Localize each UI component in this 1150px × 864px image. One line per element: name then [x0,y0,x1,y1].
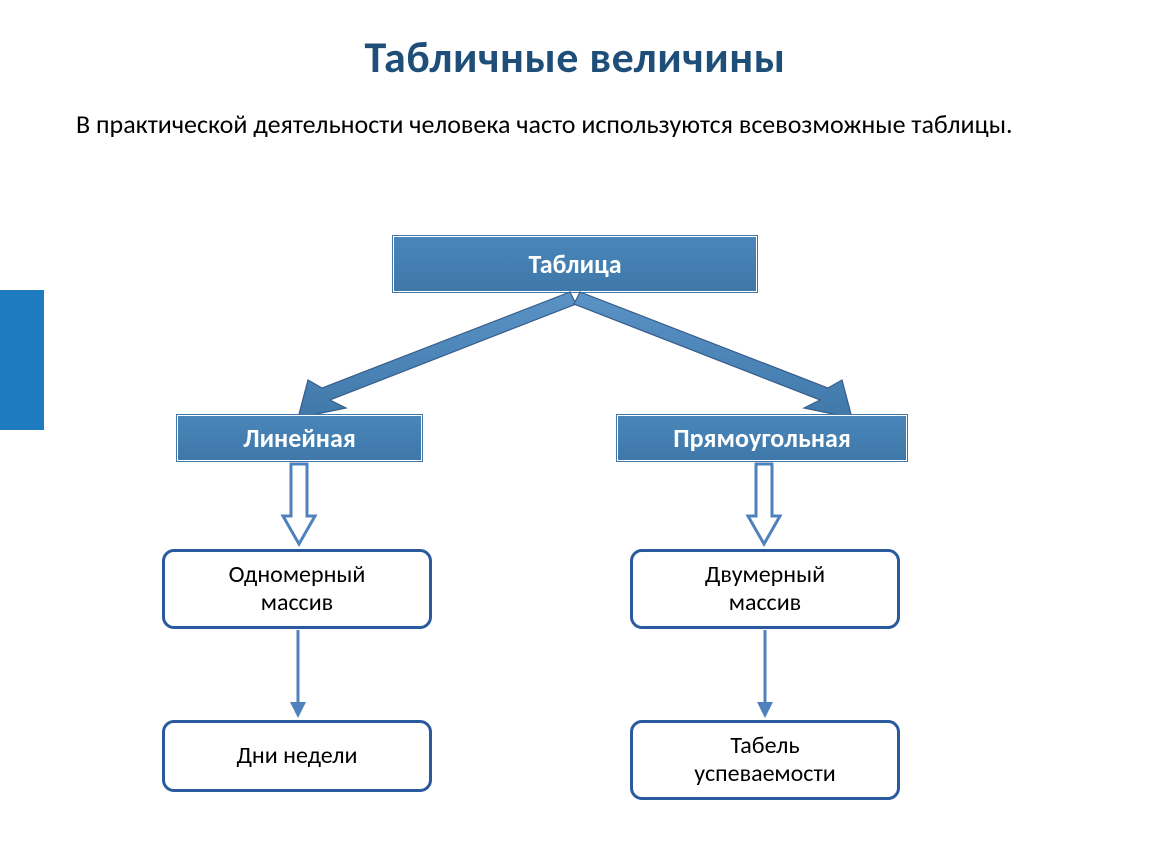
arrow-root-to-left1 [290,292,580,420]
arrow-right1-to-right2 [746,462,782,548]
arrow-root-to-right1 [570,292,860,420]
node-right2: Двумерныймассив [630,549,900,629]
node-right1-label: Прямоугольная [673,422,851,454]
node-left1-label: Линейная [243,422,356,454]
arrow-right2-to-right3 [755,630,775,720]
node-right2-label: Двумерныймассив [705,561,825,616]
node-left3: Дни недели [162,720,432,792]
node-root: Таблица [393,236,757,292]
node-right1: Прямоугольная [617,415,907,461]
arrow-left1-to-left2 [281,462,317,548]
page-title: Табличные величины [0,0,1150,84]
arrow-left2-to-left3 [288,630,308,720]
intro-text: В практической деятельности человека час… [76,108,1074,141]
node-root-label: Таблица [528,248,621,280]
node-right3: Табельуспеваемости [630,720,900,800]
node-left3-label: Дни недели [236,742,357,770]
diagram-container: Таблица Линейная Прямоугольная [0,200,1150,864]
node-left2: Одномерныймассив [162,549,432,629]
node-left2-label: Одномерныймассив [229,561,366,616]
node-right3-label: Табельуспеваемости [694,732,835,787]
node-left1: Линейная [177,415,422,461]
